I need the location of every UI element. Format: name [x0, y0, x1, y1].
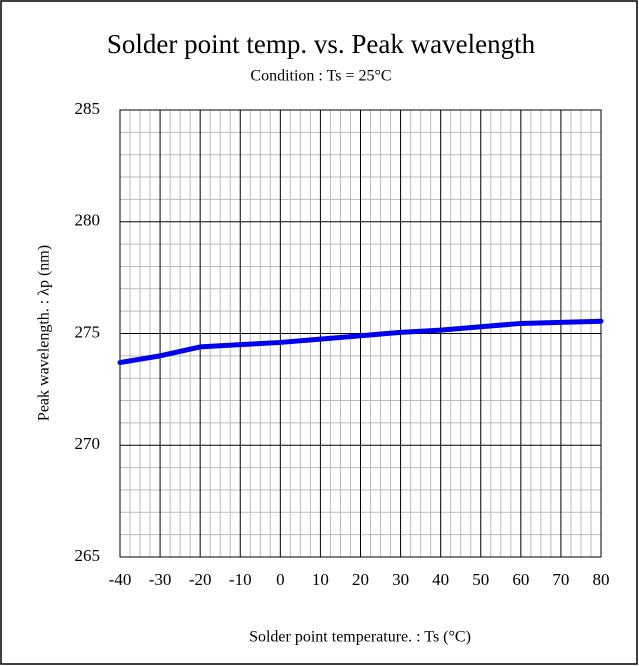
x-tick-label: -10 [229, 570, 252, 589]
y-tick-label: 270 [75, 434, 101, 453]
x-tick-label: -30 [149, 570, 172, 589]
x-tick-label: -40 [109, 570, 132, 589]
y-tick-label: 275 [75, 322, 101, 341]
x-tick-label: 60 [512, 570, 529, 589]
y-tick-label: 285 [75, 99, 101, 118]
x-tick-label: 40 [432, 570, 449, 589]
y-axis-label: Peak wavelength. : λp (nm) [36, 245, 53, 421]
x-tick-label: 50 [472, 570, 489, 589]
plot-border [119, 109, 602, 558]
y-tick-label: 280 [75, 211, 101, 230]
x-tick-label: 20 [352, 570, 369, 589]
x-tick-label: 70 [552, 570, 569, 589]
x-tick-label: 30 [392, 570, 409, 589]
y-tick-label: 265 [75, 546, 101, 565]
x-tick-label: 10 [312, 570, 329, 589]
chart-subtitle: Condition : Ts = 25°C [250, 68, 391, 85]
chart-title: Solder point temp. vs. Peak wavelength [107, 29, 536, 59]
x-tick-label: 0 [276, 570, 285, 589]
x-tick-label: 80 [593, 570, 610, 589]
x-axis-label: Solder point temperature. : Ts (°C) [249, 629, 471, 646]
x-tick-label: -20 [189, 570, 212, 589]
data-line [117, 318, 604, 366]
